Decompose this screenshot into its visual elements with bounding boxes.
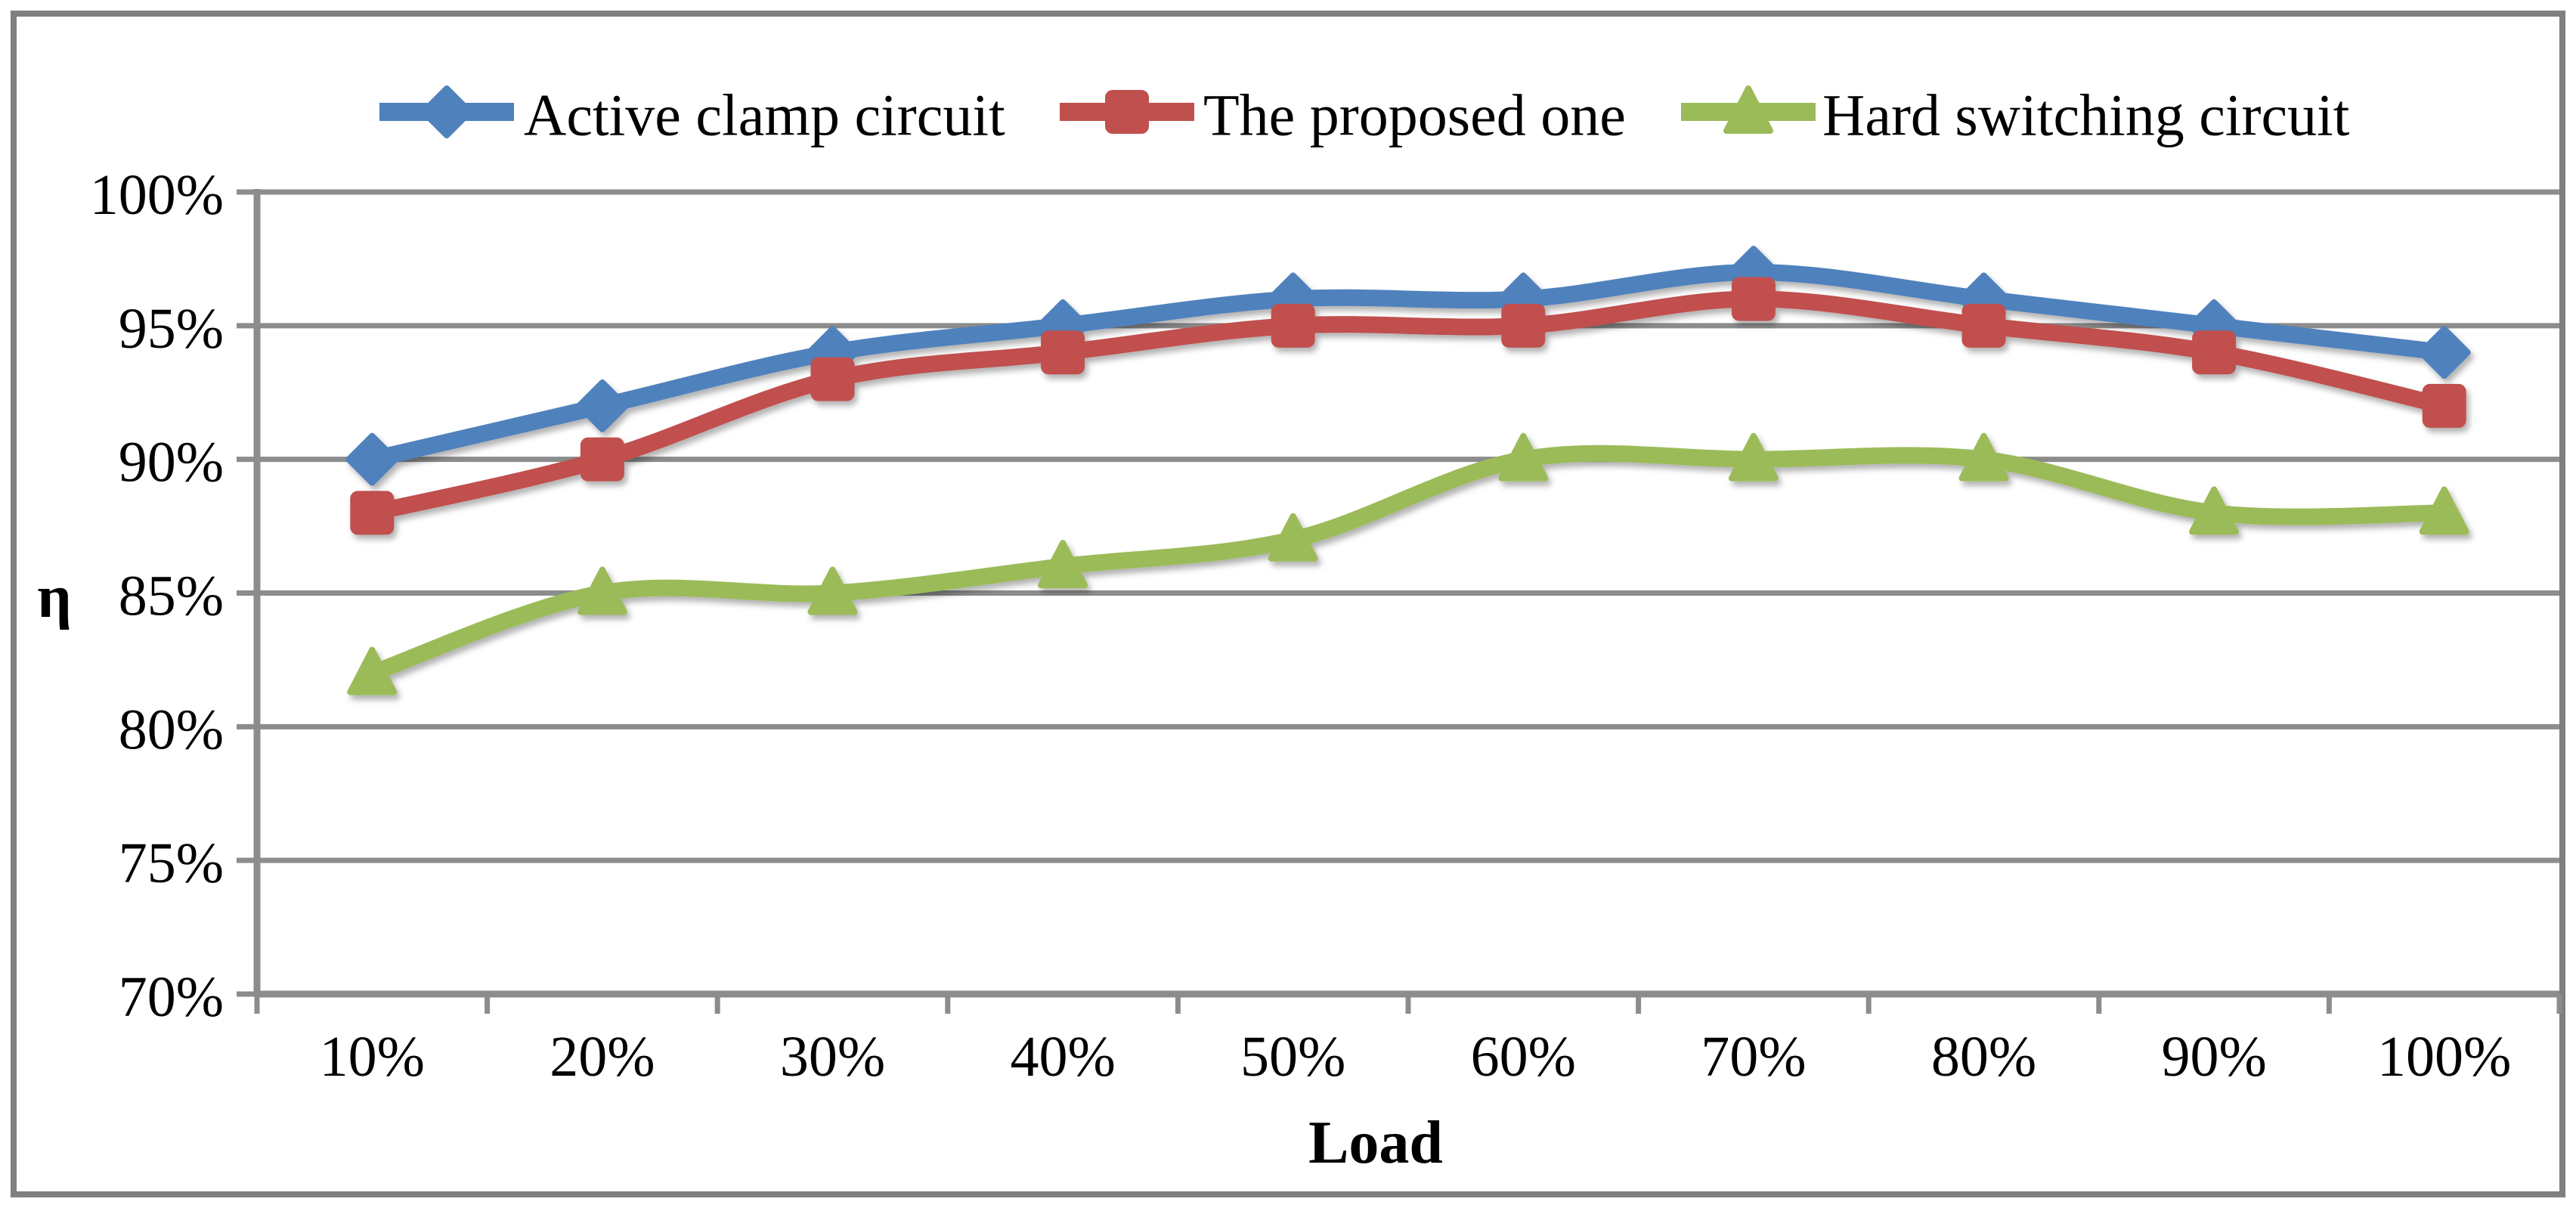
x-tick-label: 100% xyxy=(2377,1025,2511,1089)
y-tick-label: 85% xyxy=(119,565,224,628)
plot-area xyxy=(345,246,2471,695)
x-axis-title: Load xyxy=(1308,1110,1443,1176)
legend: Active clamp circuit The proposed one Hard… xyxy=(379,82,2350,148)
legend-label: Hard switching circuit xyxy=(1822,82,2350,148)
triangle-marker-icon xyxy=(807,566,858,615)
triangle-marker-icon xyxy=(347,646,398,695)
triangle-marker-icon xyxy=(1723,85,1773,134)
x-tick-label: 80% xyxy=(1931,1025,2036,1089)
chart-border xyxy=(11,11,2565,1197)
x-axis-labels: 10% 20% 30% 40% 50% 60% 70% 80% 90% 100% xyxy=(320,1025,2512,1089)
series-line-hard-switching-circuit xyxy=(364,444,2453,682)
triangle-marker-icon xyxy=(1268,513,1318,562)
diamond-marker-icon xyxy=(420,85,473,138)
square-marker-icon xyxy=(1041,330,1085,375)
legend-item-the-proposed-one: The proposed one xyxy=(1060,82,1626,148)
x-tick-label: 10% xyxy=(320,1025,425,1089)
diamond-marker-icon xyxy=(345,432,399,486)
triangle-marker-icon xyxy=(1728,432,1779,482)
y-tick-label: 95% xyxy=(119,297,224,361)
y-tick-label: 70% xyxy=(119,965,224,1029)
legend-label: The proposed one xyxy=(1203,82,1626,148)
triangle-marker-icon xyxy=(577,566,627,615)
x-tick-label: 20% xyxy=(550,1025,655,1089)
series-active-clamp-circuit xyxy=(345,246,2471,486)
square-marker-icon xyxy=(810,357,855,401)
x-tick-label: 30% xyxy=(780,1025,885,1089)
triangle-marker-icon xyxy=(1038,540,1088,589)
triangle-marker-icon xyxy=(1498,432,1549,482)
axes xyxy=(237,189,2562,1014)
y-tick-label: 100% xyxy=(90,163,224,227)
square-marker-icon xyxy=(580,437,624,482)
legend-item-hard-switching-circuit: Hard switching circuit xyxy=(1681,82,2350,148)
triangle-marker-icon xyxy=(2419,486,2469,535)
y-tick-label: 75% xyxy=(119,832,224,895)
series-line-the-proposed-one xyxy=(364,290,2453,522)
x-tick-label: 70% xyxy=(1701,1025,1806,1089)
x-tick-label: 60% xyxy=(1471,1025,1576,1089)
series-the-proposed-one xyxy=(350,277,2466,535)
legend-label: Active clamp circuit xyxy=(524,82,1005,148)
y-axis-title: η xyxy=(37,564,71,630)
y-tick-label: 80% xyxy=(119,698,224,761)
triangle-marker-icon xyxy=(2189,486,2240,535)
square-marker-icon xyxy=(1731,277,1776,321)
y-axis-labels: 100% 95% 90% 85% 80% 75% 70% xyxy=(90,163,224,1029)
square-marker-icon xyxy=(1271,303,1315,348)
triangle-marker-icon xyxy=(1958,432,2009,482)
legend-item-active-clamp-circuit: Active clamp circuit xyxy=(379,82,1005,148)
diamond-marker-icon xyxy=(575,379,629,432)
series-hard-switching-circuit xyxy=(347,432,2469,695)
diamond-marker-icon xyxy=(2417,326,2471,379)
square-marker-icon xyxy=(1961,303,2006,348)
square-marker-icon xyxy=(1105,90,1149,134)
square-marker-icon xyxy=(350,491,395,535)
x-tick-label: 90% xyxy=(2161,1025,2266,1089)
square-marker-icon xyxy=(1501,303,1546,348)
x-tick-label: 50% xyxy=(1240,1025,1345,1089)
series-line-active-clamp-circuit xyxy=(364,264,2453,468)
y-tick-label: 90% xyxy=(119,431,224,494)
square-marker-icon xyxy=(2422,383,2466,428)
square-marker-icon xyxy=(2192,330,2237,375)
x-tick-label: 40% xyxy=(1010,1025,1115,1089)
